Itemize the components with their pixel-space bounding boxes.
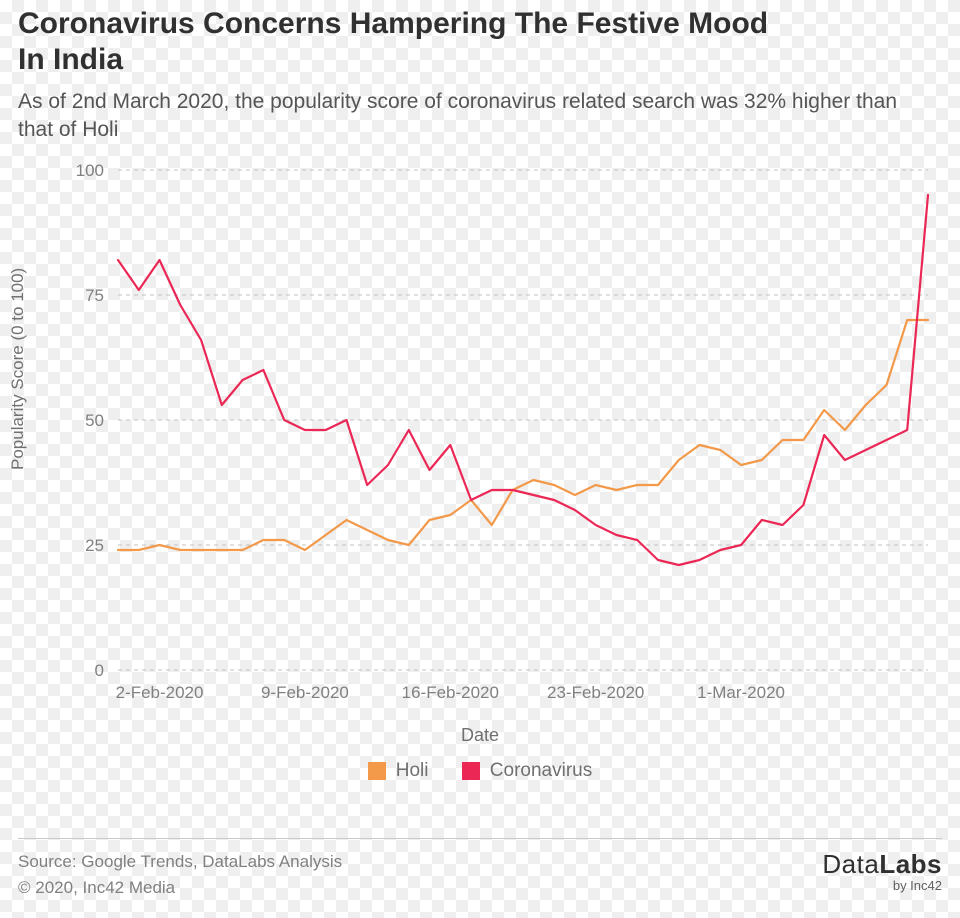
svg-text:23-Feb-2020: 23-Feb-2020 bbox=[547, 683, 644, 702]
legend-label-holi: Holi bbox=[396, 760, 429, 782]
source-text: Source: Google Trends, DataLabs Analysis bbox=[18, 849, 342, 875]
legend-label-coronavirus: Coronavirus bbox=[490, 760, 592, 782]
svg-text:2-Feb-2020: 2-Feb-2020 bbox=[116, 683, 204, 702]
svg-text:1-Mar-2020: 1-Mar-2020 bbox=[697, 683, 785, 702]
brand-logo: DataLabs by Inc42 bbox=[822, 849, 942, 893]
chart-subtitle: As of 2nd March 2020, the popularity sco… bbox=[18, 88, 918, 145]
svg-text:16-Feb-2020: 16-Feb-2020 bbox=[402, 683, 499, 702]
chart-area: Popularity Score (0 to 100) 02550751002-… bbox=[18, 160, 942, 780]
chart-title: Coronavirus Concerns Hampering The Festi… bbox=[18, 0, 798, 78]
svg-text:25: 25 bbox=[85, 536, 104, 555]
legend-swatch-holi bbox=[368, 762, 386, 780]
svg-text:50: 50 bbox=[85, 411, 104, 430]
footer: Source: Google Trends, DataLabs Analysis… bbox=[18, 838, 942, 900]
svg-text:0: 0 bbox=[95, 661, 104, 680]
brand-word-a: Data bbox=[822, 849, 879, 879]
x-axis-title: Date bbox=[18, 725, 942, 746]
svg-text:75: 75 bbox=[85, 286, 104, 305]
brand-word-b: Labs bbox=[879, 849, 942, 879]
legend: Holi Coronavirus bbox=[18, 760, 942, 786]
svg-text:100: 100 bbox=[76, 161, 104, 180]
legend-item-holi: Holi bbox=[368, 760, 429, 782]
brand-sub: by Inc42 bbox=[822, 878, 942, 893]
legend-item-coronavirus: Coronavirus bbox=[462, 760, 592, 782]
copyright-text: © 2020, Inc42 Media bbox=[18, 875, 342, 901]
svg-text:9-Feb-2020: 9-Feb-2020 bbox=[261, 683, 349, 702]
line-chart-svg: 0 25 50 75 100 2-Feb-2020 9-Feb-2020 16-Feb-202… bbox=[18, 160, 942, 720]
legend-swatch-coronavirus bbox=[462, 762, 480, 780]
